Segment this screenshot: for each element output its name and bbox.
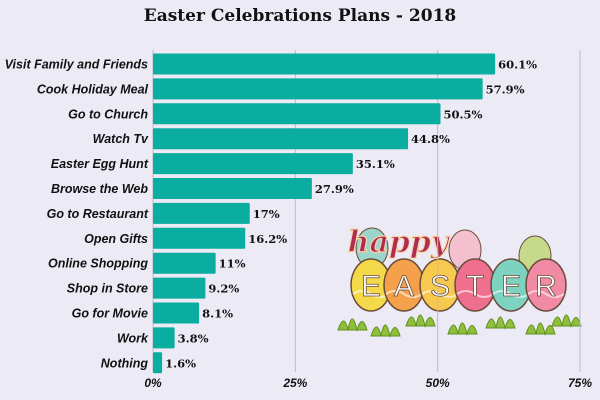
category-label: Nothing [101,356,149,370]
bar [153,78,483,100]
egg-stripe [492,290,530,298]
value-label: 57.9% [486,82,525,96]
category-label: Browse the Web [51,182,148,196]
x-tick-label: 75% [568,376,592,390]
value-label: 44.8% [411,132,450,146]
value-label: 27.9% [315,182,354,196]
grass-tuft [485,316,516,330]
x-tick-label: 50% [426,376,450,390]
category-label: Go to Church [68,107,148,121]
category-label: Open Gifts [84,232,148,246]
egg-stripe [527,290,565,298]
category-label: Visit Family and Friends [5,58,148,72]
category-label: Easter Egg Hunt [51,157,149,171]
happy-wordmark: happy [348,225,451,260]
category-label: Go for Movie [72,307,148,321]
value-label: 8.1% [202,307,233,321]
easter-letter: R [535,270,557,303]
easter-letter: T [466,270,484,303]
bar [153,327,175,349]
value-label: 3.8% [178,331,209,345]
value-label: 1.6% [165,356,196,370]
bar [153,103,441,125]
category-label: Watch Tv [93,132,149,146]
egg-stripe [456,290,494,298]
category-label: Shop in Store [67,282,148,296]
category-label: Go to Restaurant [47,207,149,221]
bar [153,252,216,274]
bar [153,352,163,374]
easter-letter: E [361,270,381,303]
value-label: 50.5% [444,107,483,121]
bar [153,178,312,199]
easter-letter: S [430,270,450,303]
bar [153,53,496,75]
egg-stripe [421,290,459,298]
bar [153,202,250,224]
x-tick-label: 25% [282,376,307,390]
grass-tuft [525,322,556,336]
bar [153,153,353,175]
x-tick-label: 0% [144,376,162,390]
grass-tuft [337,318,368,332]
grass-tuft [551,314,582,328]
chart-title: Easter Celebrations Plans - 2018 [143,6,457,26]
egg-stripe [352,290,390,298]
value-label: 60.1% [498,58,537,72]
bar [153,302,200,324]
grass-tuft [447,322,478,336]
bar [153,227,246,249]
value-label: 16.2% [248,232,287,246]
value-label: 9.2% [208,282,239,296]
easter-letter: A [394,270,414,303]
category-label: Cook Holiday Meal [37,82,149,96]
bar [153,277,206,299]
grass-tuft [405,314,436,328]
value-label: 17% [253,207,280,221]
category-label: Online Shopping [48,257,148,271]
grass-tuft [370,324,401,338]
labels: 0% 25% 50% 75% Visit Family and Friends 60.1%… [5,58,593,391]
category-label: Work [117,331,149,345]
value-label: 35.1% [356,157,395,171]
bar [153,128,409,150]
easter-egg [525,258,567,312]
easter-letter: E [501,270,521,303]
value-label: 11% [219,257,246,271]
bars [153,53,496,374]
egg-stripe [385,290,423,298]
